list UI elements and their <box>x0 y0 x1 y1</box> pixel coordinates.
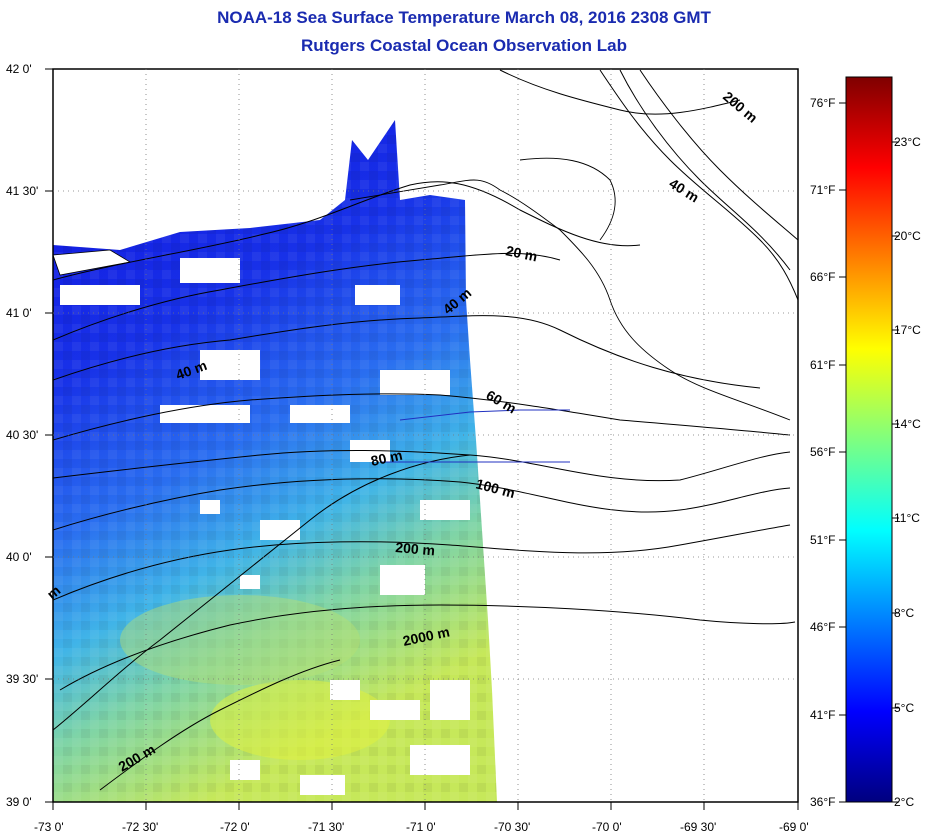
latitude-label: 40 30' <box>6 428 39 442</box>
colorbar-celsius-label: 2°C <box>894 795 915 809</box>
bathymetry-contours <box>53 69 798 791</box>
colorbar-fahrenheit-label: 56°F <box>810 445 836 459</box>
colorbar-fahrenheit-label: 51°F <box>810 533 836 547</box>
colorbar-fahrenheit-label: 36°F <box>810 795 836 809</box>
colorbar-celsius-label: 14°C <box>894 417 921 431</box>
longitude-label: -71 30' <box>308 820 345 834</box>
colorbar-celsius-label: 17°C <box>894 323 921 337</box>
latitude-label: 41 30' <box>6 184 39 198</box>
cloud-mask <box>60 258 470 795</box>
latitude-label: 42 0' <box>6 62 32 76</box>
longitude-label: -72 0' <box>220 820 250 834</box>
colorbar-celsius-label: 11°C <box>894 511 920 525</box>
latitude-label: 39 30' <box>6 672 39 686</box>
graticule <box>53 69 798 802</box>
colorbar-fahrenheit-label: 76°F <box>810 96 836 110</box>
frame-ticks <box>45 68 799 810</box>
longitude-label: -70 0' <box>592 820 622 834</box>
map-subtitle: Rutgers Coastal Ocean Observation Lab <box>301 36 627 55</box>
longitude-label: -70 30' <box>494 820 531 834</box>
longitude-label: -73 0' <box>34 820 64 834</box>
longitude-label: -72 30' <box>122 820 159 834</box>
longitude-label: -69 0' <box>779 820 809 834</box>
map-title: NOAA-18 Sea Surface Temperature March 08… <box>217 8 711 27</box>
colorbar-fahrenheit-label: 71°F <box>810 183 836 197</box>
colorbar-ticks <box>839 102 899 803</box>
contour-label: 200 m <box>720 88 761 126</box>
contour-label: 200 m <box>395 539 436 558</box>
latitude-label: 40 0' <box>6 550 32 564</box>
latitude-label: 39 0' <box>6 795 32 809</box>
contour-label: 20 m <box>504 242 539 264</box>
longitude-label: -71 0' <box>406 820 436 834</box>
longitude-label: -69 30' <box>680 820 717 834</box>
contour-label: 40 m <box>666 175 702 205</box>
colorbar-celsius-label: 5°C <box>894 701 915 715</box>
colorbar-celsius-label: 23°C <box>894 135 921 149</box>
colorbar-celsius-label: 8°C <box>894 606 915 620</box>
contour-label: 60 m <box>484 387 520 417</box>
colorbar-fahrenheit-label: 66°F <box>810 270 836 284</box>
contour-label: 80 m <box>369 447 404 469</box>
sst-data-layer <box>53 120 497 802</box>
colorbar-fahrenheit-label: 41°F <box>810 708 836 722</box>
colorbar-fahrenheit-label: 61°F <box>810 358 836 372</box>
latitude-label: 41 0' <box>6 306 32 320</box>
contour-label: 100 m <box>474 475 516 501</box>
colorbar-celsius-label: 20°C <box>894 229 921 243</box>
colorbar <box>845 76 893 803</box>
colorbar-fahrenheit-label: 46°F <box>810 620 836 634</box>
